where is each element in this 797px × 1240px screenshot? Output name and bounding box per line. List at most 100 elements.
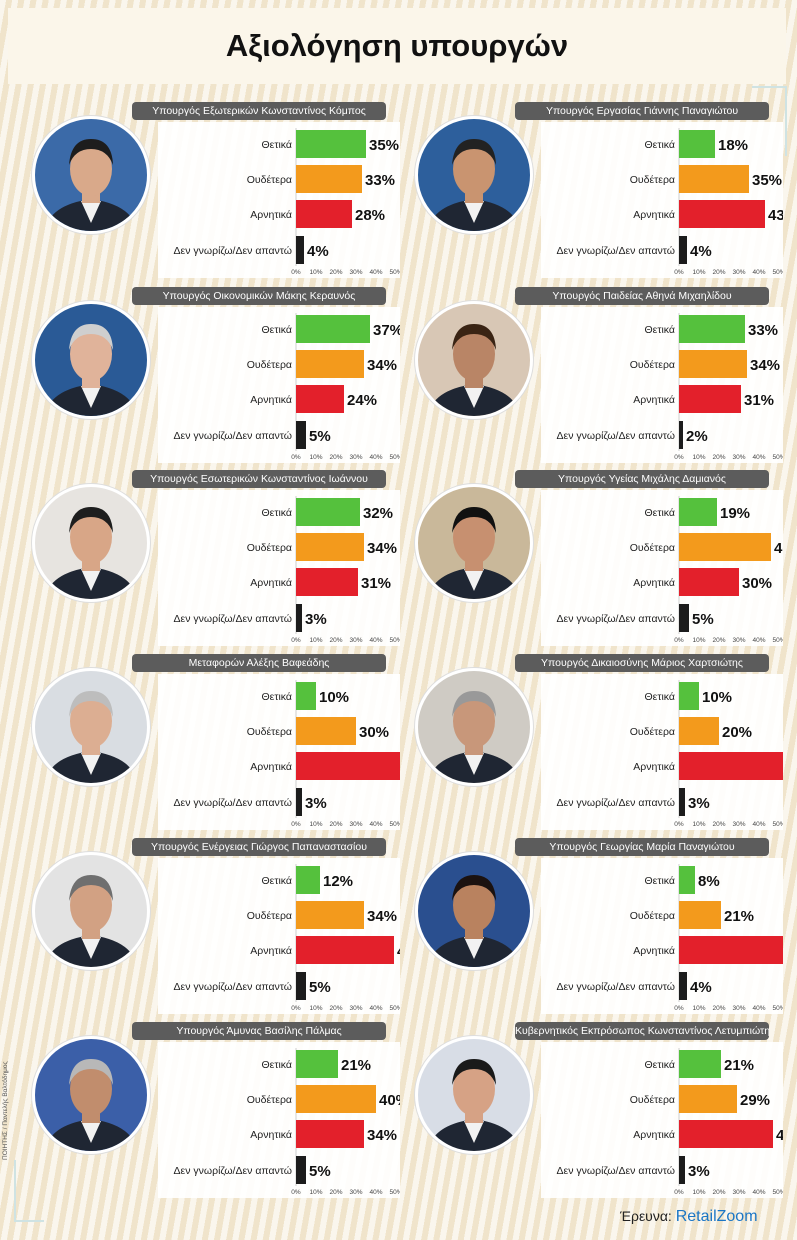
axis-tick-label: 50%: [389, 1005, 400, 1012]
axis-tick-label: 10%: [309, 1005, 322, 1012]
bar-neutral: [679, 165, 749, 193]
bar-neutral: [296, 717, 356, 745]
minister-card: Υπουργός Άμυνας Βασίλης Πάλμας Θετικά 21% Ο…: [32, 1022, 402, 1202]
bar-value-label: 3%: [688, 795, 710, 812]
axis-tick-label: 10%: [309, 637, 322, 644]
category-label: Θετικά: [261, 691, 292, 703]
minister-portrait: [415, 1036, 533, 1154]
axis-tick-label: 0%: [291, 454, 301, 461]
axis-tick-label: 20%: [329, 637, 342, 644]
bar-positive: [679, 682, 699, 710]
bar-dontknow: [296, 236, 304, 264]
bar-positive: [679, 1050, 721, 1078]
bar-value-label: 40%: [379, 1092, 400, 1109]
category-label: Αρνητικά: [250, 577, 292, 589]
bar-negative: [296, 568, 358, 596]
portrait-hair: [69, 875, 113, 901]
axis-tick-label: 40%: [369, 1005, 382, 1012]
bar-value-label: 12%: [323, 873, 353, 890]
category-label: Αρνητικά: [250, 945, 292, 957]
portrait-shirt: [464, 386, 484, 408]
bar-value-label: 49%: [397, 943, 400, 960]
category-label: Θετικά: [644, 691, 675, 703]
rating-chart-panel: Θετικά 35% Ουδέτερα 33% Αρνητικά 28% Δεν γνωρί…: [158, 122, 400, 278]
axis-tick-label: 40%: [369, 637, 382, 644]
minister-card: Υπουργός Παιδείας Αθηνά Μιχαηλίδου Θετικά…: [415, 287, 785, 467]
category-label: Αρνητικά: [633, 1129, 675, 1141]
minister-card: Κυβερνητικός Εκπρόσωπος Κωνσταντίνος Λετ…: [415, 1022, 785, 1202]
bar-positive: [296, 130, 366, 158]
portrait-hair: [69, 507, 113, 533]
bar-value-label: 3%: [305, 795, 327, 812]
portrait-hair: [69, 1059, 113, 1085]
rating-bar-chart: Θετικά 37% Ουδέτερα 34% Αρνητικά 24% Δεν γνωρί…: [174, 313, 400, 461]
bar-value-label: 5%: [692, 611, 714, 628]
portrait-shirt: [81, 937, 101, 959]
bar-value-label: 21%: [341, 1057, 371, 1074]
rating-bar-chart: Θετικά 21% Ουδέτερα 40% Αρνητικά 34% Δεν γνωρί…: [174, 1048, 400, 1196]
axis-tick-label: 0%: [291, 637, 301, 644]
category-label: Θετικά: [644, 324, 675, 336]
portrait-hair: [452, 324, 496, 350]
portrait-hair: [69, 139, 113, 165]
category-label: Θετικά: [644, 1059, 675, 1071]
bar-value-label: 4%: [307, 243, 329, 260]
axis-tick-label: 50%: [772, 269, 783, 276]
bar-positive: [679, 498, 717, 526]
bar-dontknow: [296, 972, 306, 1000]
portrait-shirt: [81, 753, 101, 775]
category-label: Ουδέτερα: [247, 174, 292, 186]
decoration-line-top-right-h: [752, 86, 787, 88]
axis-tick-label: 40%: [369, 269, 382, 276]
axis-tick-label: 10%: [309, 821, 322, 828]
category-label: Θετικά: [261, 139, 292, 151]
axis-tick-label: 50%: [772, 454, 783, 461]
minister-portrait: [32, 852, 150, 970]
bar-value-label: 30%: [742, 575, 772, 592]
bar-positive: [296, 315, 370, 343]
bar-negative: [296, 936, 394, 964]
title-box: Αξιολόγηση υπουργών: [8, 8, 786, 84]
axis-tick-label: 50%: [772, 1189, 783, 1196]
minister-name: Κυβερνητικός Εκπρόσωπος Κωνσταντίνος Λετ…: [515, 1022, 769, 1040]
axis-tick-label: 10%: [692, 637, 705, 644]
axis-tick-label: 0%: [674, 821, 684, 828]
bar-neutral: [296, 533, 364, 561]
bar-dontknow: [679, 1156, 685, 1184]
bar-positive: [679, 866, 695, 894]
category-label: Ουδέτερα: [630, 726, 675, 738]
bar-value-label: 19%: [720, 505, 750, 522]
axis-tick-label: 40%: [369, 454, 382, 461]
bar-value-label: 8%: [698, 873, 720, 890]
portrait-shirt: [464, 201, 484, 223]
axis-tick-label: 40%: [752, 1005, 765, 1012]
axis-tick-label: 10%: [692, 269, 705, 276]
category-label: Δεν γνωρίζω/Δεν απαντώ: [557, 1165, 675, 1177]
bar-value-label: 32%: [363, 505, 393, 522]
minister-name: Υπουργός Εσωτερικών Κωνσταντίνος Ιωάννου: [132, 470, 386, 488]
bar-negative: [679, 1120, 773, 1148]
minister-portrait: [32, 301, 150, 419]
axis-tick-label: 20%: [329, 1005, 342, 1012]
axis-tick-label: 20%: [329, 269, 342, 276]
minister-name: Υπουργός Άμυνας Βασίλης Πάλμας: [132, 1022, 386, 1040]
portrait-hair: [452, 507, 496, 533]
axis-tick-label: 0%: [291, 1189, 301, 1196]
axis-tick-label: 50%: [389, 637, 400, 644]
decoration-line-bottom-left: [14, 1160, 16, 1222]
category-label: Δεν γνωρίζω/Δεν απαντώ: [174, 430, 292, 442]
bar-negative: [679, 568, 739, 596]
rating-chart-panel: Θετικά 21% Ουδέτερα 29% Αρνητικά 47% Δεν γνωρί…: [541, 1042, 783, 1198]
bar-value-label: 43%: [768, 207, 783, 224]
category-label: Ουδέτερα: [630, 1094, 675, 1106]
axis-tick-label: 50%: [389, 1189, 400, 1196]
portrait-shirt: [81, 201, 101, 223]
bar-value-label: 30%: [359, 724, 389, 741]
axis-tick-label: 40%: [752, 821, 765, 828]
retailzoom-logo: RetailZoom: [675, 1208, 758, 1225]
minister-portrait: [32, 1036, 150, 1154]
minister-name: Υπουργός Ενέργειας Γιώργος Παπαναστασίου: [132, 838, 386, 856]
axis-tick-label: 20%: [712, 821, 725, 828]
